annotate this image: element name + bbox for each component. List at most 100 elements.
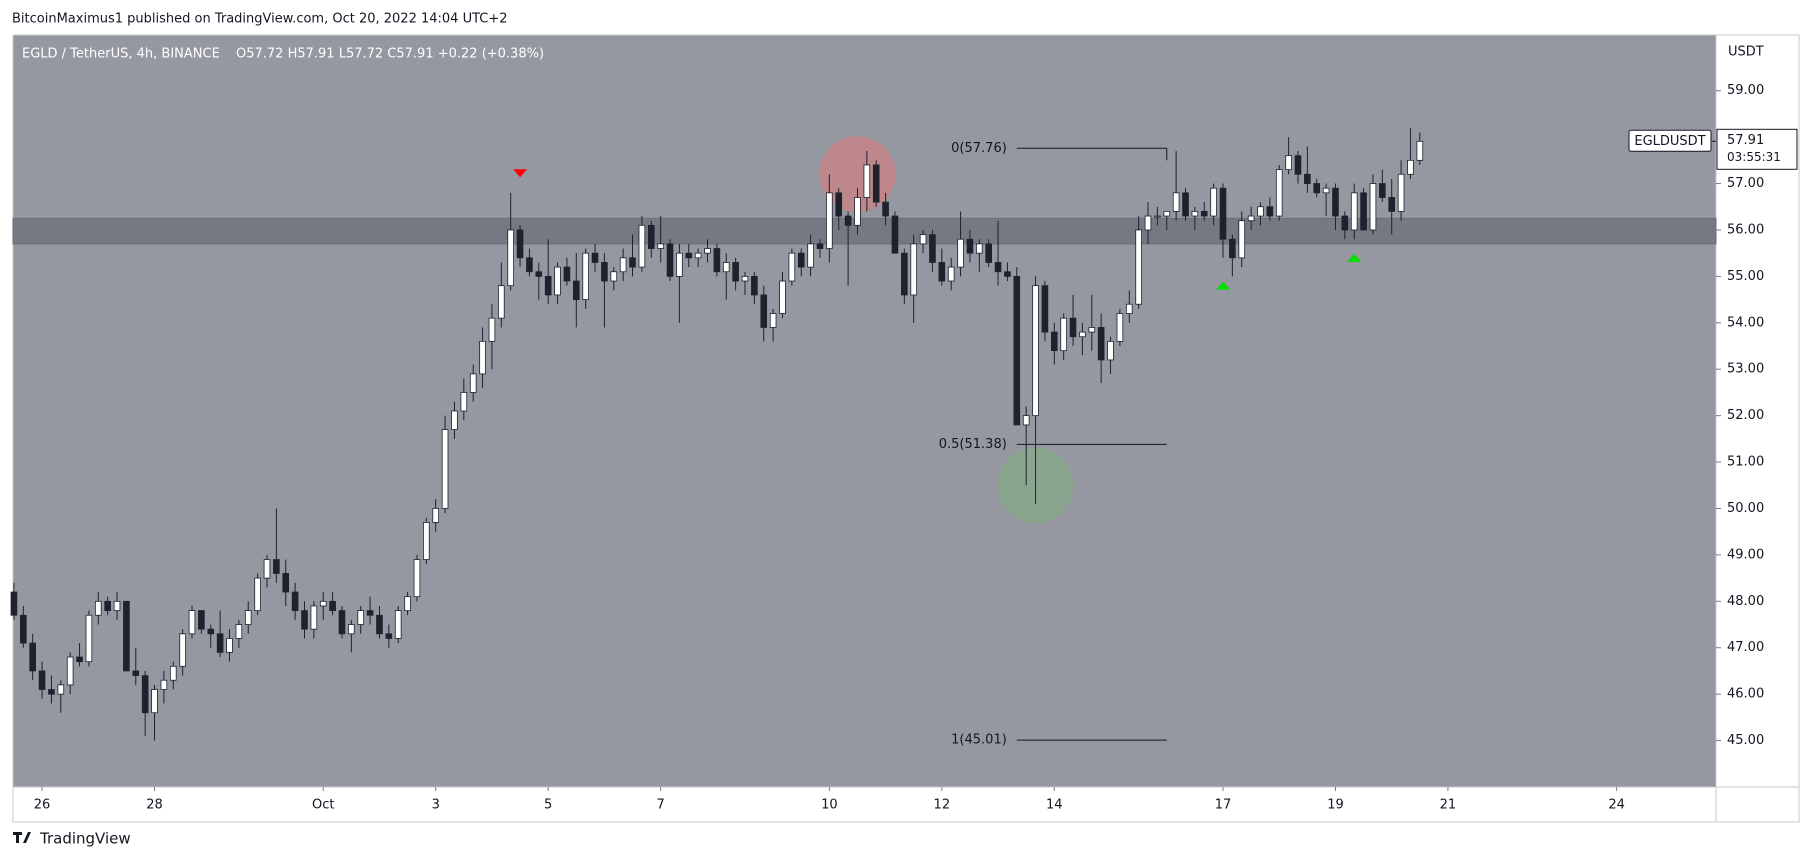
candle-body xyxy=(169,665,177,681)
candle-body xyxy=(1022,415,1030,426)
candle-body xyxy=(1097,327,1105,361)
x-tick-label: 28 xyxy=(146,798,163,813)
candle-body xyxy=(1079,331,1086,338)
candle-body xyxy=(48,689,55,695)
candle-body xyxy=(460,392,468,412)
candle-body xyxy=(976,243,983,254)
candle-body xyxy=(957,238,964,268)
candle-body xyxy=(1304,173,1311,184)
candle-body xyxy=(1050,331,1058,352)
footer-brand: TradingView xyxy=(39,830,131,848)
candle-body xyxy=(676,252,683,277)
fib-label: 1(45.01) xyxy=(951,733,1007,748)
candle-body xyxy=(423,522,430,560)
support-zone xyxy=(12,217,1717,245)
candle-body xyxy=(1154,215,1161,218)
candle-body xyxy=(1416,140,1424,161)
candle-body xyxy=(713,248,721,273)
candle-body xyxy=(779,280,786,314)
y-tick-label: 51.00 xyxy=(1727,455,1764,470)
frame xyxy=(12,34,1800,823)
candle-body xyxy=(582,252,589,300)
candle-body xyxy=(816,243,824,249)
candle-body xyxy=(1341,215,1349,231)
candle-body xyxy=(432,508,440,523)
candle-body xyxy=(844,215,852,226)
candle-body xyxy=(910,243,918,296)
x-tick-label: 24 xyxy=(1608,798,1625,813)
x-tick-label: 21 xyxy=(1440,798,1457,813)
candle-body xyxy=(1360,192,1367,231)
candle-body xyxy=(57,684,65,695)
candle-body xyxy=(479,340,486,375)
candle-body xyxy=(1163,210,1171,217)
candle-body xyxy=(685,252,693,259)
candle-body xyxy=(1032,285,1039,417)
candle-body xyxy=(1116,313,1124,342)
candle-body xyxy=(282,573,290,593)
y-tick-label: 46.00 xyxy=(1727,687,1764,702)
candle-body xyxy=(394,610,402,639)
candle-body xyxy=(722,262,730,273)
y-tick-label: 57.00 xyxy=(1727,176,1764,191)
candle-body xyxy=(94,600,102,616)
x-tick-label: Oct xyxy=(312,798,334,813)
candle-body xyxy=(891,215,899,254)
candle-body xyxy=(807,243,814,268)
buy-arrow xyxy=(1347,253,1362,262)
candle-body xyxy=(1041,285,1049,333)
candle-body xyxy=(1238,220,1246,259)
candle-body xyxy=(1369,183,1377,231)
last-price: 57.91 xyxy=(1727,133,1764,148)
published-line: BitcoinMaximus1 published on TradingView… xyxy=(12,12,508,27)
candle-body xyxy=(132,670,140,676)
candle-body xyxy=(76,656,83,663)
candle-body xyxy=(966,238,974,254)
price-unit: USDT xyxy=(1728,45,1764,60)
y-tick-label: 52.00 xyxy=(1727,408,1764,423)
candle-body xyxy=(1013,275,1021,426)
candle-body xyxy=(572,280,580,300)
candle-body xyxy=(732,262,739,282)
candle-body xyxy=(741,275,749,282)
candle-body xyxy=(291,591,299,612)
candle-body xyxy=(657,243,664,249)
candle-body xyxy=(273,559,280,574)
symbol: EGLD / TetherUS, 4h, BINANCE xyxy=(22,47,220,62)
x-tick-label: 5 xyxy=(544,798,552,813)
candle-body xyxy=(198,610,205,630)
candle-body xyxy=(1069,317,1077,338)
candle-body xyxy=(1135,229,1142,305)
y-tick-label: 55.00 xyxy=(1727,269,1764,284)
y-tick-label: 48.00 xyxy=(1727,594,1764,609)
candle-body xyxy=(104,600,111,612)
candle-body xyxy=(516,229,524,259)
x-tick-label: 3 xyxy=(432,798,440,813)
candle-body xyxy=(854,197,861,226)
ticker: EGLDUSDT xyxy=(1634,134,1705,149)
candle-body xyxy=(1285,155,1292,171)
candle-body xyxy=(66,656,74,686)
candle-body xyxy=(647,224,655,249)
candle-body xyxy=(1266,206,1274,217)
candle-body xyxy=(141,675,149,714)
candle-body xyxy=(1313,183,1321,194)
candle-body xyxy=(404,596,411,612)
y-tick-label: 54.00 xyxy=(1727,315,1764,330)
x-tick-label: 19 xyxy=(1327,798,1344,813)
candle-body xyxy=(826,192,833,249)
candle-body xyxy=(601,262,608,282)
candle-body xyxy=(1247,215,1255,222)
y-tick-label: 47.00 xyxy=(1727,640,1764,655)
candle-body xyxy=(1294,155,1302,175)
candle-body xyxy=(638,224,646,268)
y-tick-label: 59.00 xyxy=(1727,83,1764,98)
candle-body xyxy=(263,559,271,579)
candle-body xyxy=(123,600,130,672)
candle-body xyxy=(1407,159,1414,175)
candle-body xyxy=(835,192,843,217)
candle-body xyxy=(1275,169,1283,217)
candle-body xyxy=(254,577,261,612)
candle-body xyxy=(1004,271,1011,277)
